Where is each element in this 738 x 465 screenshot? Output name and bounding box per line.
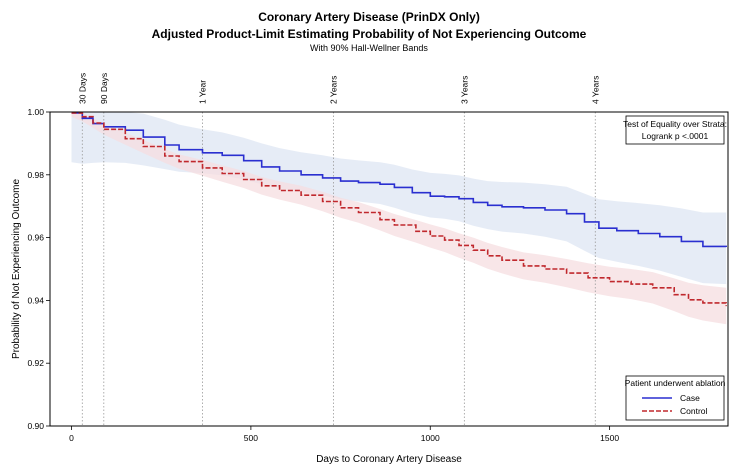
test-box-line1: Test of Equality over Strata:: [623, 119, 727, 129]
reference-label-4: 3 Years: [459, 76, 469, 104]
y-tick-label: 0.94: [27, 295, 44, 305]
y-axis-label: Probability of Not Experiencing Outcome: [11, 179, 22, 360]
x-tick-label: 1500: [600, 433, 619, 443]
y-tick-label: 0.96: [27, 233, 44, 243]
reference-label-5: 4 Years: [590, 76, 600, 104]
x-tick-label: 1000: [421, 433, 440, 443]
legend-title: Patient underwent ablation: [625, 378, 726, 388]
x-tick-label: 500: [244, 433, 258, 443]
reference-label-2: 1 Year: [198, 80, 208, 104]
legend-label-case: Case: [680, 393, 700, 403]
chart-subtitle: Adjusted Product-Limit Estimating Probab…: [152, 27, 587, 41]
y-axis-ticks: 0.90 0.92 0.94 0.96 0.98 1.00: [27, 107, 50, 431]
y-tick-label: 0.90: [27, 421, 44, 431]
x-tick-label: 0: [69, 433, 74, 443]
legend: Patient underwent ablation Case Control: [625, 376, 726, 420]
y-tick-label: 0.92: [27, 358, 44, 368]
chart-title: Coronary Artery Disease (PrinDX Only): [258, 10, 480, 24]
reference-label-0: 30 Days: [77, 73, 87, 104]
x-axis-ticks: 0 500 1000 1500: [69, 426, 619, 443]
reference-label-3: 2 Years: [328, 76, 338, 104]
y-tick-label: 0.98: [27, 170, 44, 180]
x-axis-label: Days to Coronary Artery Disease: [316, 454, 462, 465]
chart-subsubtitle: With 90% Hall-Wellner Bands: [310, 43, 428, 53]
reference-label-1: 90 Days: [99, 73, 109, 104]
y-tick-label: 1.00: [27, 107, 44, 117]
legend-label-control: Control: [680, 406, 708, 416]
test-box: Test of Equality over Strata: Logrank p …: [623, 116, 727, 144]
test-box-line2: Logrank p <.0001: [642, 131, 709, 141]
